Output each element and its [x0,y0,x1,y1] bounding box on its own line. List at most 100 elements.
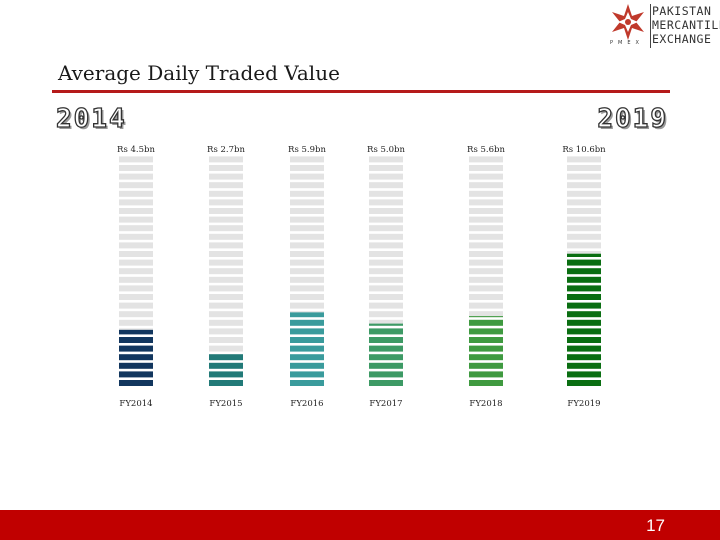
bar-segment-gap [290,351,324,355]
bar-segment-empty [290,233,324,240]
bar-segment-empty [209,328,243,335]
bar-segment-empty [567,199,601,206]
value-label: Rs 2.7bn [207,145,245,155]
bar-segment-empty [119,208,153,214]
bar-segment-empty [209,276,243,283]
bar-segment-empty [469,285,503,292]
bar-segment-empty [469,182,503,189]
bar-segment-gap [119,368,153,372]
bar-segment-empty [119,251,153,257]
bar-segment-empty [290,294,324,300]
bar-segment-empty [469,242,503,249]
bar-segment-gap [469,368,503,372]
bar-segment-empty [369,182,403,189]
bar-segment-empty [209,208,243,214]
bar-segment-gap [369,351,403,355]
bar-segment-empty [209,311,243,318]
bar-segment-empty [209,190,243,197]
footer-bar: 17 [0,510,720,540]
bar-segment-empty [469,251,503,257]
bar-segment-empty [209,259,243,266]
bar-segment-empty [469,190,503,197]
bar-segment-gap [369,325,403,329]
bar-segment-empty [209,225,243,232]
bar-segment-gap [290,368,324,372]
bar-segment-empty [469,233,503,240]
bar-segment-gap [567,325,601,329]
bar-segment-empty [369,156,403,163]
bar-segment-gap [209,351,243,355]
bar-segment-gap [290,325,324,329]
bar-FY2019 [567,156,601,386]
bar-segment-empty [119,165,153,171]
bar-segment-gap [119,334,153,337]
bar-segment-empty [369,259,403,266]
bar-segment-gap [369,343,403,346]
bar-segment-gap [290,360,324,363]
bar-value-fill [567,253,601,386]
logo-line-2: MERCANTILE [652,18,720,32]
bar-segment-empty [290,251,324,257]
bar-segment-gap [567,351,601,355]
title-rule [52,90,670,93]
value-label: Rs 10.6bn [562,145,606,155]
bar-segment-empty [209,302,243,309]
category-label: FY2016 [290,399,323,409]
bar-segment-empty [119,268,153,275]
bar-segment-empty [369,190,403,197]
value-label: Rs 5.6bn [467,145,505,155]
bar-segment-gap [567,257,601,260]
bar-segment-gap [209,368,243,372]
bar-segment-empty [209,285,243,292]
logo-wordmark: PAKISTAN MERCANTILE EXCHANGE [652,4,720,46]
bar-segment-empty [290,165,324,171]
bar-segment-gap [119,377,153,380]
bar-segment-empty [369,242,403,249]
bar-segment-empty [209,294,243,300]
bar-segment-empty [119,190,153,197]
logo-line-3: EXCHANGE [652,32,712,46]
bar-segment-gap [290,343,324,346]
bar-segment-gap [209,360,243,363]
bar-segment-empty [369,302,403,309]
bar-segment-empty [469,259,503,266]
bar-segment-empty [209,182,243,189]
bar-segment-empty [119,319,153,326]
bar-segment-empty [290,156,324,163]
category-label: FY2019 [567,399,600,409]
slide-title: Average Daily Traded Value [58,61,340,85]
bar-segment-gap [469,377,503,380]
bar-segment-empty [567,156,601,163]
bar-FY2016 [290,156,324,386]
bar-segment-empty [369,311,403,318]
bar-segment-gap [469,334,503,337]
bar-segment-empty [369,173,403,180]
bar-segment-gap [119,351,153,355]
bar-segment-gap [369,377,403,380]
bar-segment-empty [209,216,243,223]
bar-segment-gap [290,377,324,380]
bar-segment-empty [369,294,403,300]
bar-segment-gap [469,317,503,320]
bar-segment-gap [567,274,601,277]
bar-segment-gap [567,282,601,286]
bar-segment-empty [209,233,243,240]
bar-segment-empty [209,337,243,343]
page-number: 17 [646,516,665,535]
bar-segment-empty [290,190,324,197]
bar-segment-empty [567,165,601,171]
bar-segment-empty [209,242,243,249]
bar-segment-gap [209,377,243,380]
bar-segment-empty [469,268,503,275]
bar-segment-empty [469,156,503,163]
bar-segment-gap [290,334,324,337]
bar-segment-empty [209,268,243,275]
bar-segment-empty [567,208,601,214]
bar-segment-empty [209,156,243,163]
bar-value-fill [369,323,403,386]
category-label: FY2014 [119,399,152,409]
bar-segment-empty [119,156,153,163]
value-label: Rs 5.9bn [288,145,326,155]
bar-segment-empty [369,319,403,326]
bar-segment-empty [119,173,153,180]
